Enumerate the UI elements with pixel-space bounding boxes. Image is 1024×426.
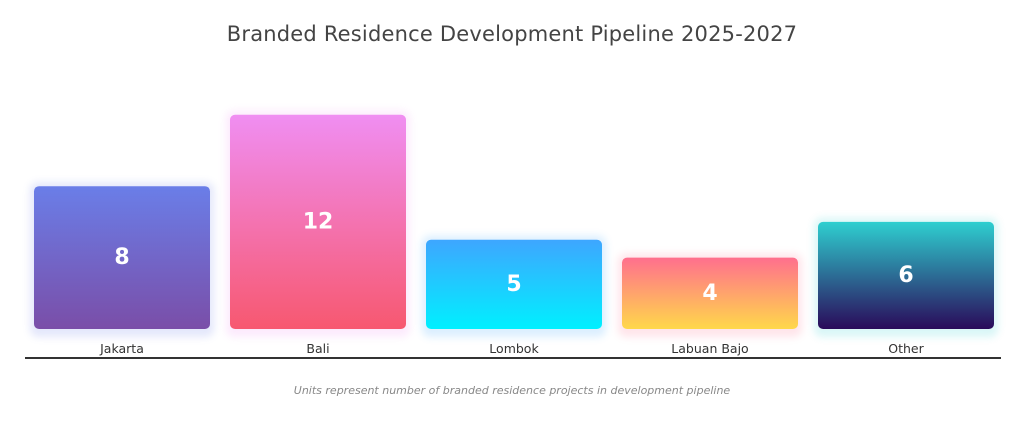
bar-other[interactable]: [818, 221, 994, 329]
bar-value-label: 12: [303, 209, 334, 234]
bar-value-label: 8: [114, 245, 129, 270]
bar-value-label: 4: [702, 281, 717, 306]
x-tick-label: Bali: [306, 341, 329, 356]
x-tick-label: Other: [888, 341, 924, 356]
x-tick-label: Lombok: [489, 341, 539, 356]
bar-lombok[interactable]: [426, 239, 602, 329]
labels-layer: Jakarta Bali Lombok Labuan Bajo Other: [99, 341, 924, 356]
bar-value-label: 5: [506, 272, 521, 297]
x-tick-label: Jakarta: [99, 341, 144, 356]
x-tick-label: Labuan Bajo: [671, 341, 748, 356]
bar-value-label: 6: [898, 263, 913, 288]
bar-labuan-bajo[interactable]: [622, 257, 798, 329]
bars-layer: 8 12 5 4 6: [30, 110, 998, 337]
chart-annotation: Units represent number of branded reside…: [293, 384, 731, 397]
bar-bali[interactable]: [230, 114, 406, 329]
chart-title: Branded Residence Development Pipeline 2…: [226, 22, 798, 46]
bar-jakarta[interactable]: [34, 186, 210, 329]
